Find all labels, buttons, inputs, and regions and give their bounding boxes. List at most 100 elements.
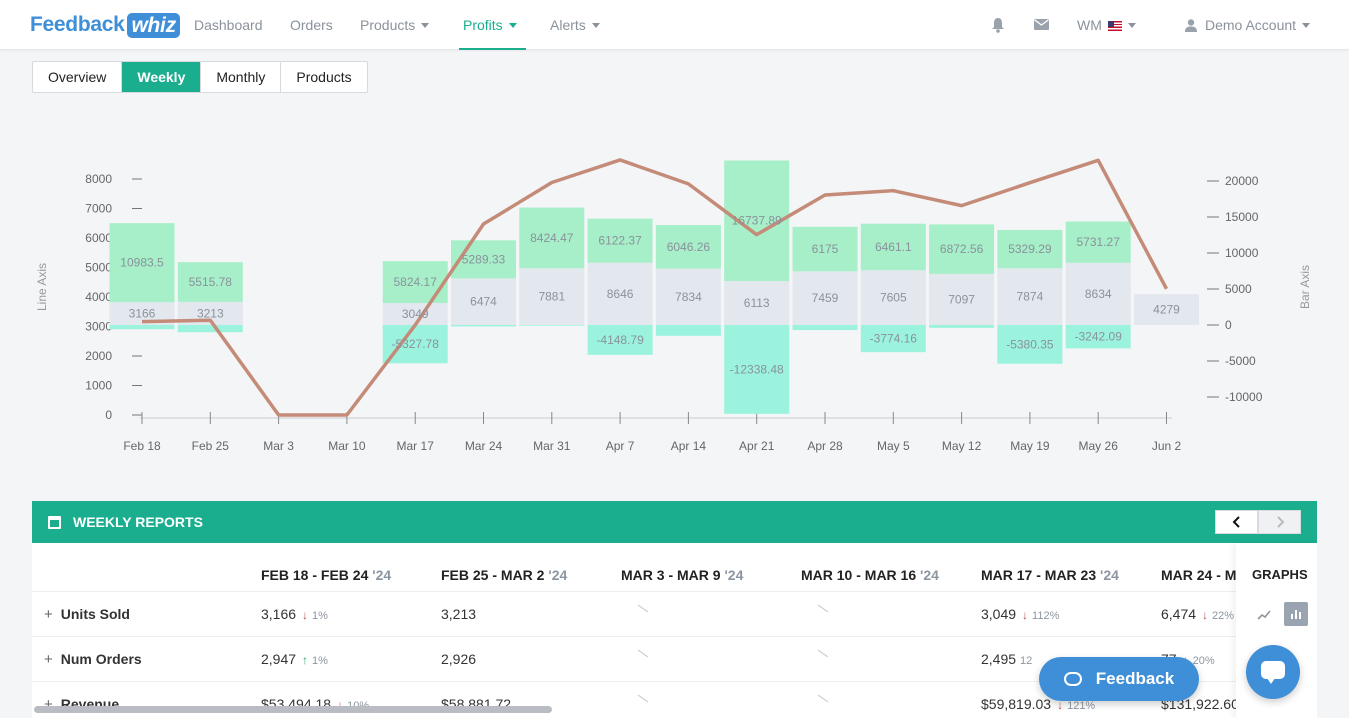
- x-axis-tick-label: May 12: [942, 439, 982, 453]
- bar-green: [1065, 221, 1131, 263]
- bar-label-green: 5824.17: [394, 275, 438, 289]
- column-range: FEB 25 - MAR 2: [441, 567, 545, 583]
- weekly-reports-header: WEEKLY REPORTS: [32, 501, 1317, 543]
- user-icon: [1185, 19, 1197, 32]
- tab-overview[interactable]: Overview: [33, 62, 123, 92]
- nav-orders[interactable]: Orders: [290, 0, 333, 50]
- feedback-button-label: Feedback: [1095, 669, 1175, 688]
- bell-icon[interactable]: [991, 17, 1005, 33]
- bar-chart-button[interactable]: [1284, 602, 1308, 626]
- tab-weekly[interactable]: Weekly: [122, 62, 202, 92]
- column-range: MAR 10 - MAR 16: [801, 567, 917, 583]
- empty-cell-dash: [817, 649, 829, 658]
- chat-icon: [1261, 661, 1285, 684]
- nav-profits[interactable]: Profits: [459, 0, 526, 50]
- bar-negative: [655, 325, 721, 336]
- arrow-down-icon: ↓: [337, 698, 344, 712]
- bar-gray: [1065, 262, 1131, 325]
- left-axis-tick-label: 6000: [85, 231, 112, 245]
- report-pager: [1215, 510, 1301, 534]
- next-page-button[interactable]: [1258, 510, 1301, 534]
- nav-dashboard-label: Dashboard: [194, 17, 263, 33]
- bar-green: [997, 229, 1063, 269]
- tab-products[interactable]: Products: [296, 69, 352, 85]
- column-range: MAR 17 - MAR 23: [981, 567, 1097, 583]
- marketplace-selector[interactable]: WM: [1077, 0, 1136, 50]
- bar-green: [519, 207, 585, 269]
- bar-negative: [724, 325, 790, 414]
- envelope-icon[interactable]: [1034, 19, 1049, 30]
- bar-negative: [519, 325, 585, 326]
- bar-label-gray: 4279: [1153, 303, 1180, 317]
- prev-page-button[interactable]: [1215, 510, 1258, 534]
- bar-label-gray: 7459: [812, 291, 839, 305]
- bar-green: [109, 223, 175, 303]
- nav-profits-label: Profits: [463, 17, 503, 33]
- bar-gray: [382, 303, 448, 325]
- bar-label-gray: 8646: [607, 287, 634, 301]
- cell-percent: 20%: [1192, 655, 1215, 667]
- nav-products[interactable]: Products: [360, 0, 430, 50]
- bar-negative: [177, 325, 243, 333]
- expand-plus-icon[interactable]: +: [44, 606, 53, 623]
- bar-negative: [929, 325, 995, 328]
- bar-gray: [1134, 294, 1199, 325]
- right-axis-tick-label: 5000: [1225, 282, 1252, 296]
- bar-label-gray: 7605: [880, 291, 907, 305]
- expand-plus-icon[interactable]: +: [44, 651, 53, 668]
- cell-value: $59,819.03: [981, 696, 1052, 712]
- bar-green: [451, 240, 516, 279]
- bar-label-gray: 3213: [197, 306, 224, 320]
- expand-plus-icon[interactable]: +: [44, 696, 53, 713]
- empty-cell-dash: [817, 604, 829, 613]
- view-tabs: Overview Weekly Monthly Products: [32, 61, 368, 93]
- column-header: MAR 10 - MAR 16 '24: [801, 567, 939, 583]
- x-axis-tick-label: Feb 25: [192, 439, 230, 453]
- arrow-up-icon: ↑: [302, 653, 309, 667]
- graphs-header: GRAPHS: [1252, 567, 1308, 582]
- bar-gray: [724, 280, 790, 325]
- horizontal-scrollbar[interactable]: [34, 706, 552, 713]
- row-label-text: Num Orders: [60, 651, 142, 667]
- nav-alerts[interactable]: Alerts: [550, 0, 600, 50]
- bar-label-green: 6046.26: [667, 240, 711, 254]
- chevron-down-icon: [508, 23, 517, 28]
- bar-label-green: 6872.56: [940, 242, 984, 256]
- left-axis-tick-label: 2000: [85, 349, 112, 363]
- row-label[interactable]: + Num Orders: [44, 651, 142, 668]
- logo-text-whiz: whiz: [127, 12, 180, 38]
- bar-gray: [860, 270, 926, 325]
- nav-products-label: Products: [360, 17, 416, 33]
- bar-label-gray: 7874: [1017, 290, 1044, 304]
- table-cell: 3,166 ↓ 1%: [261, 606, 328, 622]
- x-axis-tick-label: Mar 17: [397, 439, 435, 453]
- chat-launcher-button[interactable]: [1246, 645, 1300, 699]
- empty-cell-dash: [637, 604, 649, 613]
- bar-gray: [109, 302, 175, 325]
- x-axis-tick-label: Mar 10: [328, 439, 366, 453]
- row-label[interactable]: + Units Sold: [44, 606, 130, 623]
- nav-dashboard[interactable]: Dashboard: [194, 0, 263, 50]
- tab-monthly[interactable]: Monthly: [201, 62, 282, 92]
- bar-negative: [860, 325, 926, 353]
- feedback-button[interactable]: Feedback: [1039, 657, 1199, 701]
- bar-label-green: 6461.1: [875, 240, 912, 254]
- x-axis-tick-label: Feb 18: [123, 439, 161, 453]
- feedbackwhiz-logo[interactable]: Feedback whiz: [30, 11, 180, 39]
- nav-orders-label: Orders: [290, 17, 333, 33]
- column-header: MAR 3 - MAR 9 '24: [621, 567, 743, 583]
- graphs-column: GRAPHS: [1236, 543, 1317, 718]
- empty-cell-dash: [817, 694, 829, 703]
- x-axis-tick-label: Apr 7: [606, 439, 635, 453]
- table-cell: 3,049 ↓ 112%: [981, 606, 1059, 622]
- weekly-reports-title: WEEKLY REPORTS: [73, 514, 203, 530]
- account-menu[interactable]: Demo Account: [1185, 0, 1311, 50]
- bar-gray: [519, 268, 585, 325]
- bar-negative: [792, 325, 858, 331]
- empty-cell-dash: [637, 649, 649, 658]
- line-chart-icon[interactable]: [1257, 610, 1271, 620]
- bar-label-green: 10983.5: [120, 256, 164, 270]
- table-cell: 3,213: [441, 606, 476, 622]
- cell-value: 2,947: [261, 651, 297, 667]
- chevron-down-icon: [591, 23, 600, 28]
